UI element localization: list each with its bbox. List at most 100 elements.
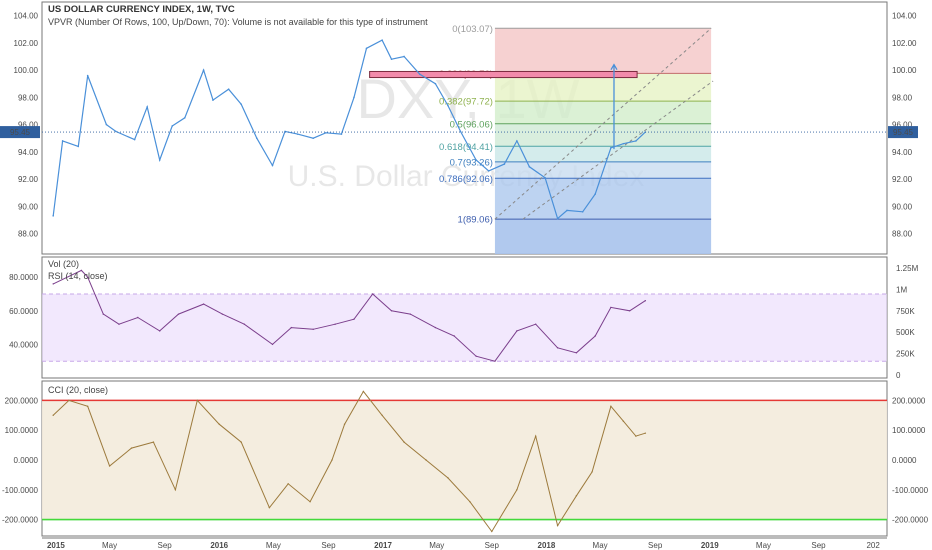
- legend-rsi: RSI (14, close): [48, 271, 108, 281]
- price-axis-label-right: 94.00: [892, 148, 913, 157]
- price-point: [52, 215, 54, 217]
- cci-point: [447, 477, 449, 479]
- price-point: [581, 210, 584, 213]
- fib-level-label: 1(89.06): [458, 215, 493, 226]
- fib-trend-line: [494, 27, 712, 220]
- price-axis-label-left: 96.00: [18, 121, 39, 130]
- last-price-badge-left: [0, 126, 40, 139]
- rsi-point: [102, 313, 105, 315]
- price-point: [610, 146, 612, 149]
- rsi-point: [202, 303, 205, 305]
- price-point: [381, 39, 383, 41]
- cci-point: [591, 471, 593, 473]
- price-point: [434, 82, 437, 85]
- price-point: [133, 138, 136, 141]
- price-point: [516, 140, 518, 142]
- projection-arrow-head: [610, 63, 618, 70]
- price-point: [503, 163, 506, 165]
- cci-point: [287, 483, 289, 485]
- time-axis-label: May: [266, 541, 281, 550]
- rsi-point: [271, 343, 274, 346]
- cci-axis-label-left: 100.0000: [5, 426, 39, 435]
- price-point: [77, 145, 80, 148]
- cci-point: [343, 423, 346, 425]
- time-axis-label: Sep: [485, 541, 500, 550]
- price-point: [418, 73, 421, 75]
- time-axis-label: 2016: [210, 541, 228, 550]
- price-point: [86, 74, 89, 77]
- volume-axis-label: 1M: [896, 285, 907, 294]
- cci-point: [610, 405, 612, 408]
- price-point: [105, 123, 108, 126]
- price-point: [227, 88, 230, 90]
- cci-point: [152, 441, 155, 443]
- time-axis-label: May: [102, 541, 117, 550]
- fib-band-0.5: [494, 123, 712, 147]
- time-axis-label: 2019: [701, 541, 719, 550]
- rsi-point: [644, 299, 647, 302]
- volume-axis-label: 500K: [896, 328, 915, 337]
- cci-point: [425, 459, 427, 461]
- price-axis-label-right: 88.00: [892, 230, 913, 239]
- time-axis-label: 2017: [374, 541, 392, 550]
- fib-band-0.382: [494, 101, 712, 124]
- fib-band-0.786: [494, 178, 712, 220]
- price-point: [544, 176, 546, 179]
- rsi-point: [453, 335, 455, 337]
- price-point: [240, 103, 242, 105]
- price-point: [594, 193, 596, 195]
- rsi-point: [556, 347, 559, 349]
- price-point: [403, 55, 405, 58]
- price-point: [296, 133, 299, 135]
- price-axis-label-left: 94.00: [18, 148, 39, 157]
- cci-axis-label-left: 200.0000: [5, 396, 39, 405]
- rsi-point: [610, 306, 612, 309]
- price-point: [447, 104, 449, 107]
- price-point: [528, 166, 531, 168]
- cci-point: [362, 390, 365, 393]
- price-axis-label-left: 102.00: [14, 39, 39, 48]
- cci-axis-label-left: -200.0000: [2, 516, 39, 525]
- time-axis-label: 2015: [47, 541, 65, 550]
- cci-point: [309, 501, 311, 503]
- price-axis-label-left: 98.00: [18, 93, 39, 102]
- fib-level-label: 0.786(92.06): [439, 174, 493, 185]
- cci-axis-label-right: 200.0000: [892, 396, 926, 405]
- rsi-point: [334, 323, 336, 325]
- cci-axis-label-right: -200.0000: [892, 516, 929, 525]
- rsi-point: [372, 293, 374, 295]
- price-point: [256, 137, 258, 140]
- rsi-point: [475, 355, 477, 357]
- last-price-value-right: 95.45: [893, 128, 914, 137]
- price-point: [146, 106, 148, 108]
- time-axis-label: Sep: [158, 541, 173, 550]
- rsi-point: [86, 276, 89, 278]
- price-point: [312, 137, 315, 140]
- rsi-point: [221, 313, 224, 315]
- cci-point: [331, 459, 333, 461]
- time-axis-label: May: [593, 541, 608, 550]
- price-pane-frame: [41, 1, 888, 255]
- cci-point: [644, 432, 647, 434]
- price-point: [115, 130, 117, 133]
- fib-band-0.618: [494, 146, 712, 162]
- price-point: [158, 159, 161, 161]
- cci-point: [534, 435, 537, 437]
- fib-band-0: [494, 28, 712, 74]
- legend-vol: Vol (20): [48, 259, 80, 269]
- price-point: [271, 164, 274, 167]
- fib-level-label: 0.5(96.06): [450, 119, 493, 130]
- rsi-point: [628, 310, 631, 312]
- cci-point: [491, 530, 493, 533]
- rsi-band: [42, 293, 887, 362]
- fib-level-label: 0.7(93.26): [450, 157, 493, 168]
- time-axis-label: Sep: [648, 541, 663, 550]
- time-axis-label: 202: [866, 541, 880, 550]
- price-axis-label-right: 104.00: [892, 12, 917, 21]
- price-axis-label-left: 90.00: [18, 202, 39, 211]
- vpvr-note: VPVR (Number Of Rows, 100, Up/Down, 70):…: [48, 17, 428, 27]
- rsi-axis-label: 60.0000: [9, 307, 38, 316]
- price-point: [171, 125, 174, 127]
